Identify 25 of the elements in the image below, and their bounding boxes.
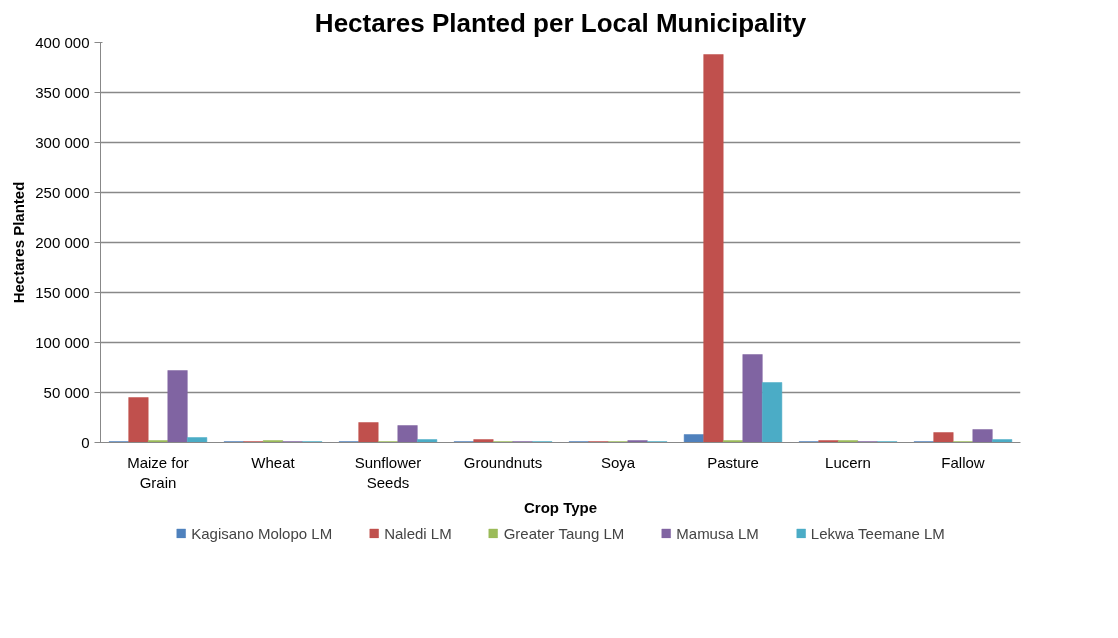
legend-label: Kagisano Molopo LM [191,524,333,542]
legend-label: Mamusa LM [676,524,759,542]
chart-title: Hectares Planted per Local Municipality [314,7,807,38]
y-tick-label: 50 000 [43,384,90,401]
y-tick-label: 400 000 [35,34,90,51]
x-tick-label: Soya [600,453,636,471]
x-tick-label: Groundnuts [463,453,543,471]
y-tick-label: 300 000 [35,134,90,151]
y-tick-label: 350 000 [35,84,90,101]
y-tick-label: 250 000 [35,184,90,201]
x-tick-label: Fallow [941,453,985,471]
x-axis-title: Crop Type [523,498,598,516]
y-axis-title: Hectares Planted [10,181,28,304]
x-tick-label: Maize for Grain [127,453,189,491]
x-tick-label: Pasture [707,453,759,471]
x-tick-label: Wheat [251,453,296,471]
legend-label: Lekwa Teemane LM [810,524,945,542]
x-tick-label: Lucern [825,453,871,471]
x-tick-label: Sunflower Seeds [354,453,422,491]
y-tick-label: 100 000 [35,334,90,351]
legend-label: Greater Taung LM [503,524,625,542]
y-tick-label: 150 000 [35,284,90,301]
y-tick-label: 200 000 [35,234,90,251]
legend-label: Naledi LM [384,524,452,542]
y-tick-label: 0 [81,434,90,451]
